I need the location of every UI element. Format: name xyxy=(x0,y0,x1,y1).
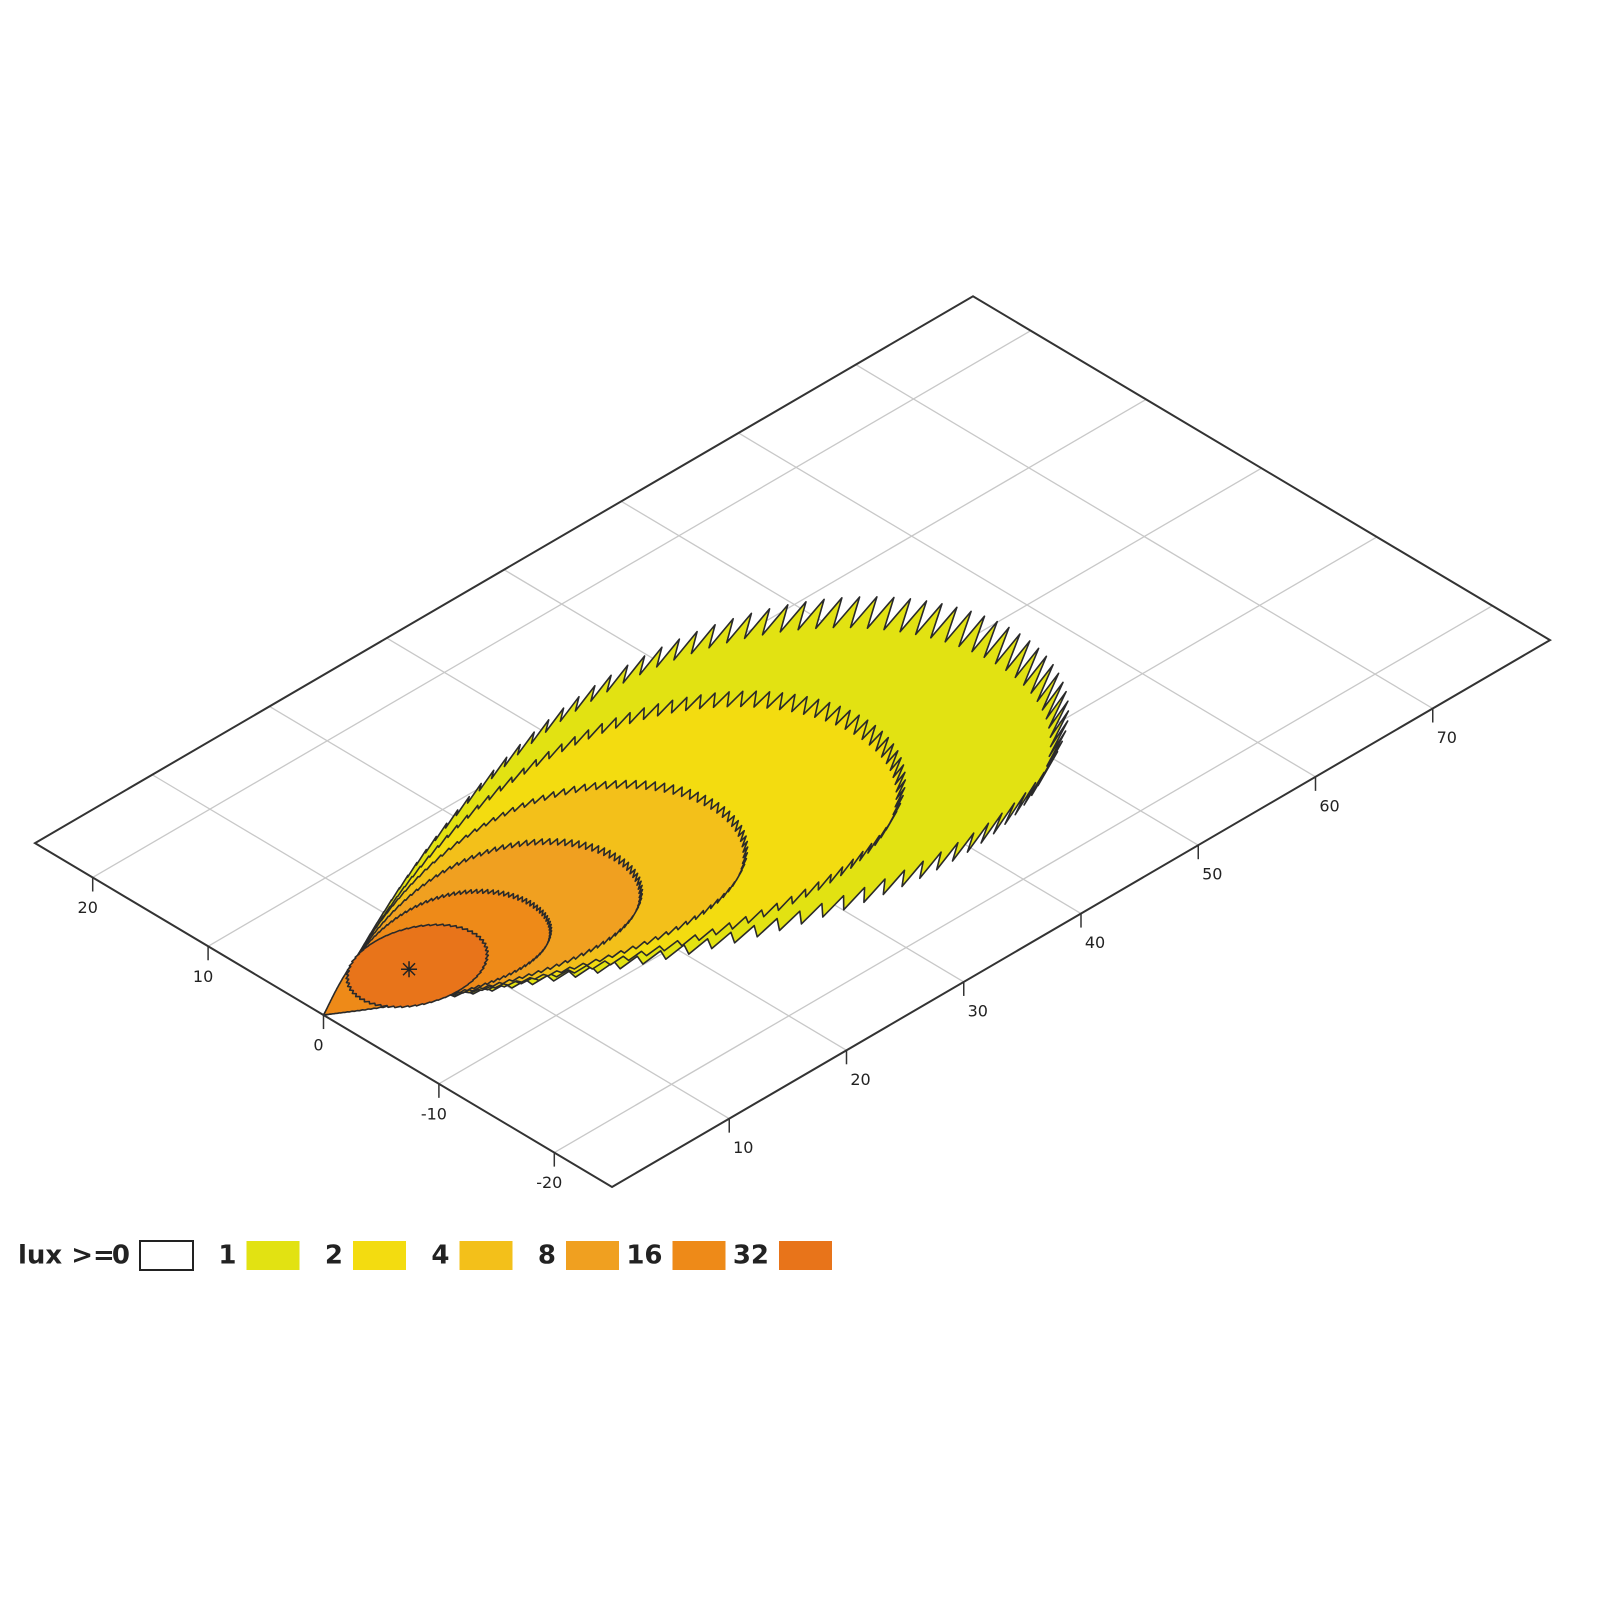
x-tick-label: 20 xyxy=(850,1070,870,1089)
legend-swatch xyxy=(246,1241,300,1270)
legend-label: 0 xyxy=(112,1241,130,1271)
legend-title: lux >= xyxy=(18,1241,115,1271)
plane-border xyxy=(33,295,1552,1189)
x-tick-label: 40 xyxy=(1085,933,1105,952)
legend-label: 1 xyxy=(218,1241,236,1271)
legend-swatch xyxy=(779,1241,832,1270)
legend-label: 32 xyxy=(733,1241,769,1271)
x-tick-label: 70 xyxy=(1437,728,1457,747)
x-tick-label: 60 xyxy=(1319,796,1339,815)
legend-swatch xyxy=(566,1241,619,1270)
x-tick-label: 10 xyxy=(733,1138,753,1157)
legend-swatch xyxy=(672,1241,726,1270)
contour-region xyxy=(345,923,490,1009)
grid-line xyxy=(553,605,1493,1154)
legend-label: 8 xyxy=(538,1241,556,1271)
x-tick-label: 30 xyxy=(968,1001,988,1020)
legend-label: 2 xyxy=(325,1241,343,1271)
x-tick-label: 50 xyxy=(1202,865,1222,884)
legend-swatch xyxy=(353,1241,406,1270)
legend-swatch xyxy=(139,1240,194,1271)
legend-label: 4 xyxy=(431,1241,449,1271)
y-tick-label: -20 xyxy=(536,1173,562,1192)
y-tick-label: 0 xyxy=(313,1036,323,1055)
y-tick-label: 10 xyxy=(193,967,213,986)
contour-layer xyxy=(322,596,1070,1016)
legend-swatch xyxy=(459,1241,513,1270)
legend-label: 16 xyxy=(626,1241,662,1271)
grid-line xyxy=(92,330,1032,879)
luminaire-marker xyxy=(401,961,418,978)
y-tick-label: 20 xyxy=(78,898,98,917)
y-tick-label: -10 xyxy=(421,1104,447,1123)
